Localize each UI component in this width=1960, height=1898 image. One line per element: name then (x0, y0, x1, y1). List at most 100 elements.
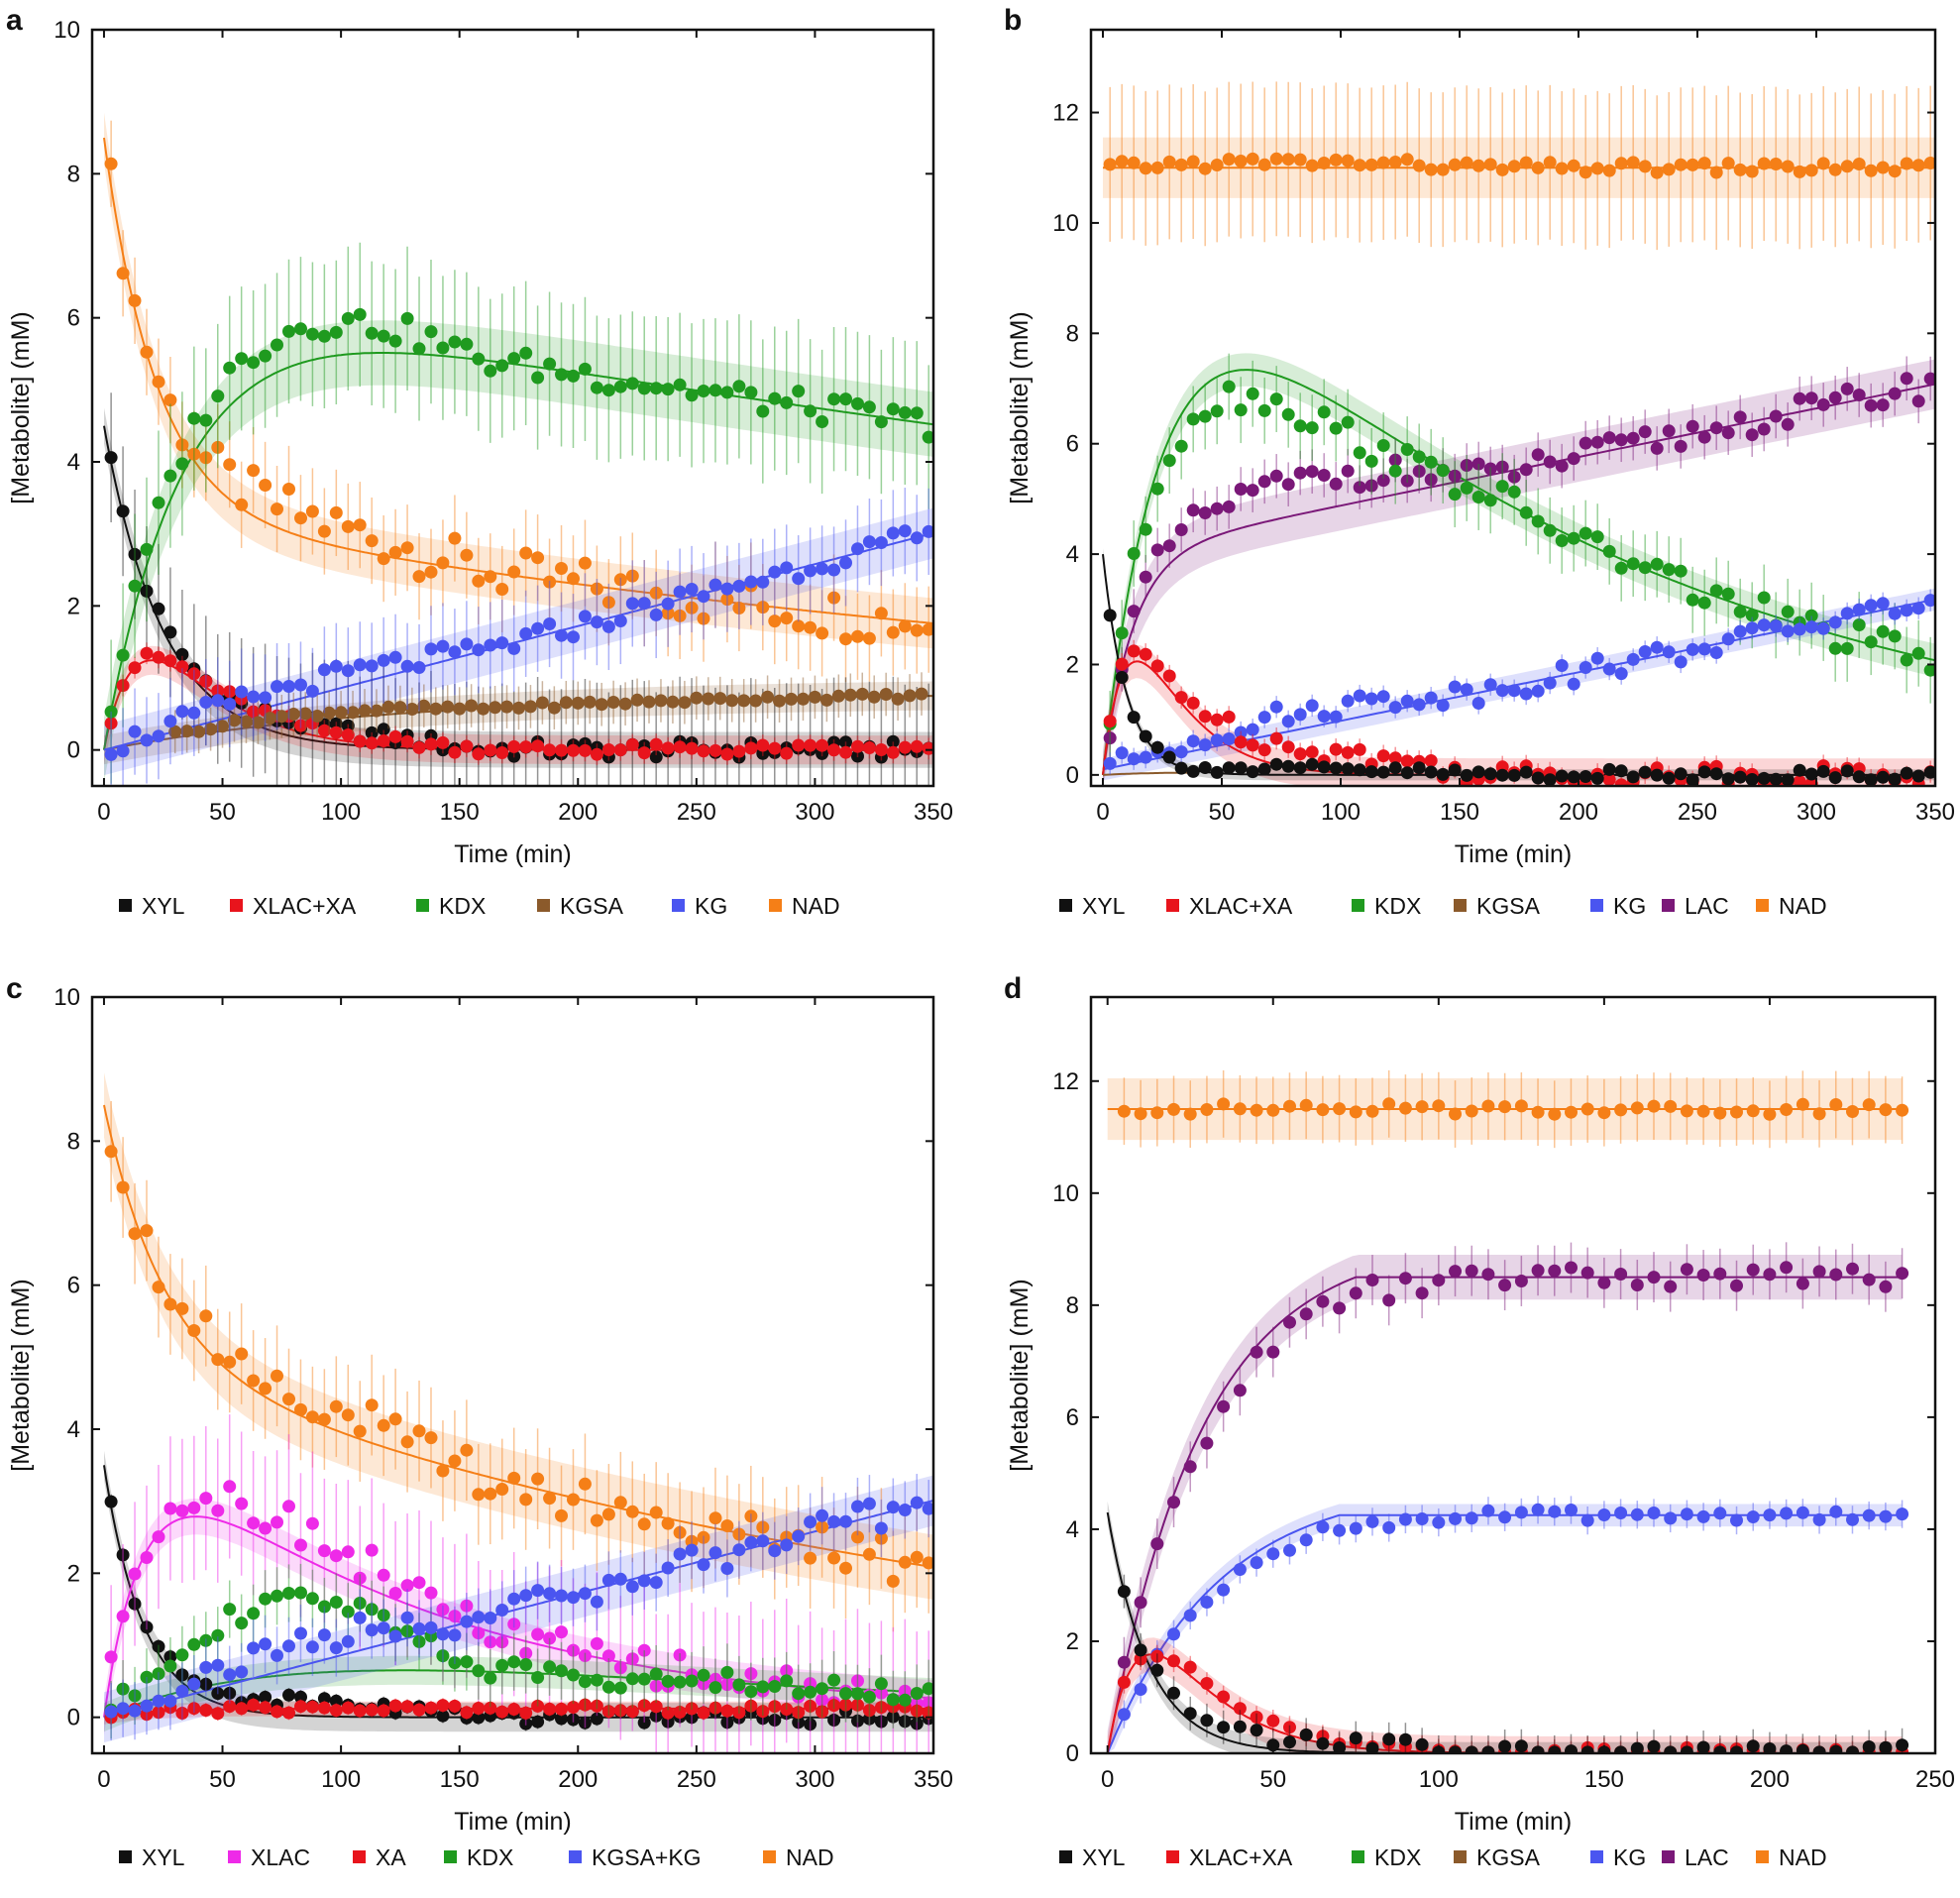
data-point-kdx (1852, 618, 1866, 631)
data-point-xyl (1293, 761, 1307, 775)
data-point-xa (613, 1704, 627, 1718)
data-point-xyl (851, 1714, 864, 1728)
data-point-xa (294, 1700, 307, 1714)
data-point-lac (1911, 394, 1925, 408)
legend-swatch (1662, 1850, 1675, 1863)
data-point-kg (1365, 1514, 1379, 1528)
data-point-nad (424, 565, 438, 579)
data-point-lac (1664, 1280, 1678, 1293)
data-point-xlac-xa (1376, 749, 1390, 763)
data-point-xlac-xa (555, 743, 568, 757)
data-point-lac (1531, 1264, 1545, 1278)
data-point-kgsa-kg (625, 1580, 639, 1594)
y-tick-label: 4 (1066, 541, 1079, 568)
data-point-kg (1299, 1533, 1313, 1547)
legend-swatch (569, 1850, 582, 1863)
data-point-nad (400, 1435, 414, 1449)
data-point-lac (1103, 731, 1117, 745)
data-point-xa (460, 1706, 474, 1720)
data-point-xyl (1329, 761, 1343, 775)
data-point-kdx (235, 1617, 249, 1630)
data-point-xyl (1713, 1745, 1727, 1753)
data-point-kgsa-kg (531, 1584, 545, 1598)
data-point-nad (1555, 162, 1569, 175)
data-point-nad (1781, 160, 1795, 173)
data-point-nad (1638, 160, 1652, 173)
data-point-kgsa (773, 694, 786, 708)
y-tick-label: 2 (1066, 651, 1079, 678)
data-point-kgsa (559, 696, 573, 710)
data-point-kg (1580, 1513, 1594, 1527)
legend-swatch (1166, 1850, 1179, 1863)
data-point-nad (1531, 1105, 1545, 1119)
data-point-nad (1222, 153, 1236, 167)
data-point-kg (1923, 594, 1935, 608)
data-point-xlac-xa (329, 726, 343, 739)
data-point-kg (448, 645, 462, 659)
data-point-xlac-xa (400, 734, 414, 748)
model-line-kg (103, 531, 933, 751)
data-point-nad (388, 1412, 402, 1426)
data-point-xyl (175, 1668, 189, 1682)
legend-item-kdx: KDX (1352, 1844, 1421, 1870)
x-tick-label: 250 (1678, 799, 1717, 826)
legend-label: XYL (1082, 1844, 1126, 1870)
data-point-kg (1721, 632, 1735, 646)
data-point-xlac (484, 1635, 497, 1649)
data-point-kg (1579, 661, 1592, 674)
data-point-xa (756, 1705, 770, 1719)
data-point-xyl (104, 451, 118, 465)
data-point-nad (1816, 157, 1830, 170)
y-tick-label: 10 (54, 984, 80, 1011)
data-point-xa (732, 1706, 746, 1720)
data-point-xyl (1709, 767, 1723, 781)
data-point-kg (1862, 1508, 1876, 1522)
x-tick-label: 200 (1559, 799, 1598, 826)
data-point-lac (1382, 1293, 1396, 1307)
data-point-xa (495, 1705, 509, 1719)
x-tick-label: 150 (440, 1766, 480, 1793)
data-point-kdx (910, 406, 924, 420)
data-point-kdx (1531, 514, 1545, 528)
data-point-kg (886, 526, 900, 540)
data-point-kg (1398, 1512, 1412, 1526)
data-point-lac (1139, 570, 1152, 584)
data-point-xa (223, 1700, 237, 1714)
data-point-lac (1365, 1274, 1379, 1286)
data-point-kdx (1686, 593, 1699, 607)
data-point-kg (1186, 734, 1200, 748)
data-point-kg (1353, 689, 1366, 703)
data-point-nad (1879, 1103, 1893, 1117)
data-point-kg (1630, 1507, 1644, 1521)
data-point-kg (1590, 651, 1604, 665)
data-point-kg (1507, 684, 1521, 698)
data-point-lac (1713, 1267, 1727, 1281)
data-point-xlac (305, 1516, 319, 1530)
legend-item-kgsa-kg: KGSA+KG (569, 1844, 702, 1870)
data-point-xlac-xa (768, 741, 782, 755)
data-point-xlac-xa (804, 738, 817, 752)
data-point-xlac-xa (1167, 1654, 1180, 1668)
data-point-kdx (720, 1665, 734, 1679)
data-point-kg (271, 680, 283, 694)
data-point-kg (1210, 733, 1224, 747)
data-point-nad (1674, 158, 1688, 171)
data-point-kdx (305, 327, 319, 341)
data-point-kdx (1115, 626, 1129, 640)
model-line-xyl (1106, 1511, 1903, 1753)
data-point-xyl (152, 602, 165, 615)
data-point-xyl (1217, 1721, 1231, 1734)
data-point-xyl (1117, 1585, 1131, 1599)
data-point-lac (1804, 391, 1818, 405)
data-point-xlac-xa (625, 737, 639, 751)
data-point-xyl (590, 1712, 603, 1726)
data-point-xa (152, 1706, 165, 1720)
data-point-xyl (1896, 1738, 1909, 1752)
data-point-nad (1507, 160, 1521, 173)
data-point-kdx (1186, 412, 1200, 426)
data-point-xlac-xa (353, 734, 367, 748)
data-point-nad (543, 1492, 557, 1506)
data-point-xlac (400, 1579, 414, 1593)
data-point-kg (649, 608, 663, 621)
data-point-kg (1567, 677, 1580, 691)
